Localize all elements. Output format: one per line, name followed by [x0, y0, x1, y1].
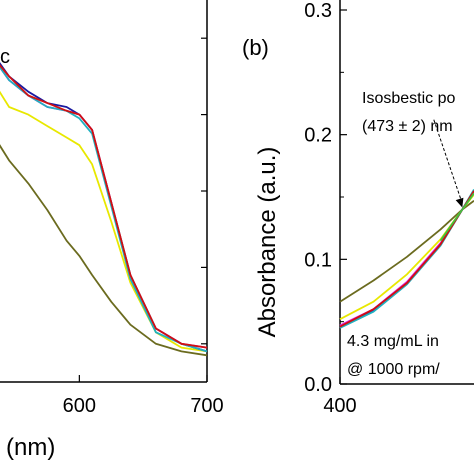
panel-a-chart: c (nm) 600 700: [0, 0, 224, 461]
isosbestic-annotation-line2: (473 ± 2) nm: [362, 118, 453, 135]
panel-b-series-line: [339, 199, 474, 303]
panel-b-y-tick-label: 0.3: [304, 0, 332, 22]
panel-b-y-tick-label: 0.2: [304, 125, 332, 147]
panel-a-series-line: [0, 64, 208, 349]
panel-b-series-line: [339, 190, 474, 328]
panel-b-series-line: [339, 190, 474, 327]
panel-b-series-line: [339, 190, 474, 328]
panel-a-series-line: [0, 144, 208, 357]
panel-a-ticks: 600 700: [63, 37, 224, 417]
isosbestic-arrowhead: [455, 197, 464, 208]
panel-a-x-tick-label: 700: [190, 395, 223, 417]
condition-annotation-line2: @ 1000 rpm/: [347, 361, 440, 378]
panel-a-partial-label: c: [0, 46, 10, 68]
panel-b-y-axis-label: Absorbance (a.u.): [254, 147, 281, 338]
panel-a-x-axis-label: (nm): [6, 434, 55, 461]
condition-annotation-line1: 4.3 mg/mL in: [347, 333, 439, 350]
panel-b-series-line: [339, 189, 474, 329]
panel-a-series: [0, 62, 208, 357]
panel-b-ticks: 0.0 0.1 0.2 0.3 400: [304, 0, 357, 417]
isosbestic-annotation-line1: Isosbestic po: [362, 90, 455, 107]
panel-b-label: (b): [242, 35, 269, 60]
panel-a-series-line: [0, 65, 208, 353]
panel-b-y-tick-label: 0.0: [304, 374, 332, 396]
panel-b-series-line: [439, 192, 474, 242]
panel-a-x-tick-label: 600: [63, 395, 96, 417]
panel-b-series: [339, 189, 474, 329]
panel-b-chart: (b) Absorbance (a.u.) 0.0 0.1 0.2 0.3 400 Is…: [242, 0, 474, 417]
panel-b-x-tick-label: 400: [323, 395, 356, 417]
panel-b-y-tick-label: 0.1: [304, 249, 332, 271]
panel-a-series-line: [0, 90, 208, 353]
